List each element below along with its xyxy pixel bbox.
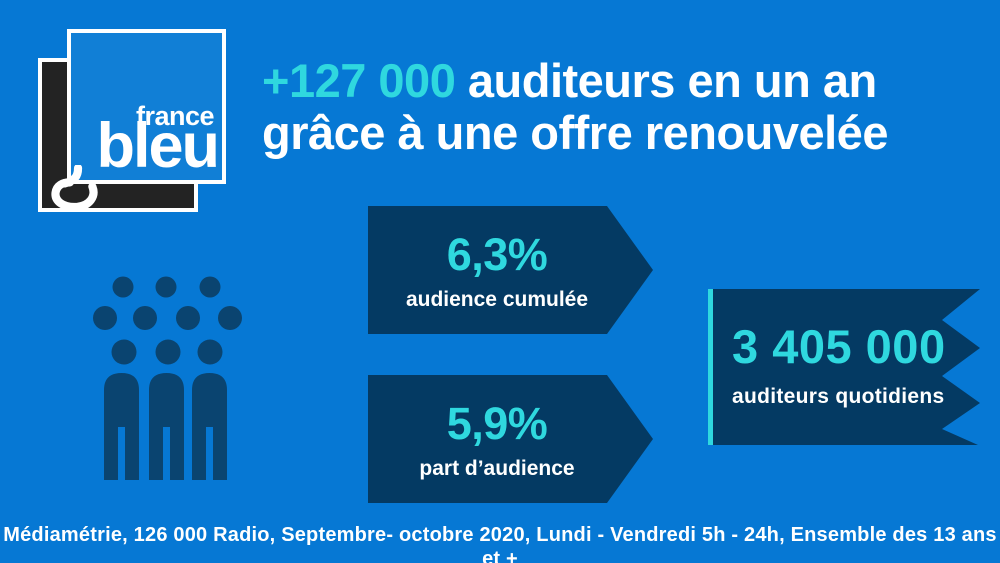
france-bleu-logo: france bleu: [38, 25, 234, 217]
headline-line1-rest: auditeurs en un an: [455, 54, 877, 107]
logo-text-bleu: bleu: [96, 111, 220, 181]
stat-text: 5,9% part d’audience: [368, 375, 626, 480]
arrow-shape: [368, 375, 653, 503]
headline-highlight: +127 000: [262, 54, 456, 107]
stat-value-audience-cumulee: 6,3%: [446, 229, 548, 280]
swoosh-icon: [51, 165, 98, 211]
stat-arrow-audience-cumulee: 6,3% audience cumulée: [368, 206, 653, 334]
panel-text: 3 405 000 auditeurs quotidiens: [732, 289, 946, 408]
arrow-shape: [368, 206, 653, 334]
logo-text-france: france: [135, 101, 215, 131]
stat-arrow-part-audience: 5,9% part d’audience: [368, 375, 653, 503]
panel-accent-bar: [708, 289, 714, 445]
stat-text: 6,3% audience cumulée: [368, 206, 626, 311]
headline-line2: grâce à une offre renouvelée: [262, 106, 888, 159]
panel-value-daily-listeners: 3 405 000: [732, 320, 946, 373]
daily-listeners-panel: 3 405 000 auditeurs quotidiens: [708, 289, 980, 445]
panel-label-daily-listeners: auditeurs quotidiens: [732, 385, 945, 408]
headline-line1: +127 000 auditeurs en un an: [262, 55, 888, 107]
source-text: Médiamétrie, 126 000 Radio, Septembre- o…: [3, 524, 997, 563]
stat-label-part-audience: part d’audience: [419, 457, 575, 480]
stat-label-audience-cumulee: audience cumulée: [405, 288, 589, 311]
stat-value-part-audience: 5,9%: [446, 398, 548, 449]
headline: +127 000 auditeurs en un an grâce à une …: [262, 55, 888, 159]
logo-blue-square: france bleu: [67, 29, 226, 184]
flag-shape: [713, 289, 980, 445]
audience-crowd-icon: [93, 276, 242, 480]
